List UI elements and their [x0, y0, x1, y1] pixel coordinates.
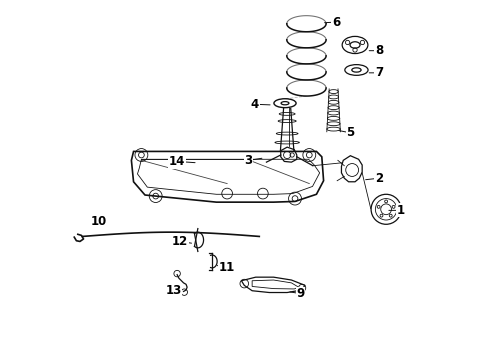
Text: 13: 13 [166, 284, 182, 297]
Text: 11: 11 [219, 261, 235, 274]
Text: 4: 4 [251, 98, 259, 111]
Text: 14: 14 [169, 155, 185, 168]
Text: 2: 2 [375, 172, 383, 185]
Text: 12: 12 [172, 235, 188, 248]
Text: 7: 7 [375, 66, 383, 79]
Text: 10: 10 [91, 215, 107, 228]
Text: 6: 6 [332, 15, 340, 28]
Text: 8: 8 [375, 44, 383, 57]
Text: 5: 5 [346, 126, 354, 139]
Text: 9: 9 [296, 287, 304, 300]
Text: 3: 3 [245, 154, 253, 167]
Text: 1: 1 [396, 204, 404, 217]
